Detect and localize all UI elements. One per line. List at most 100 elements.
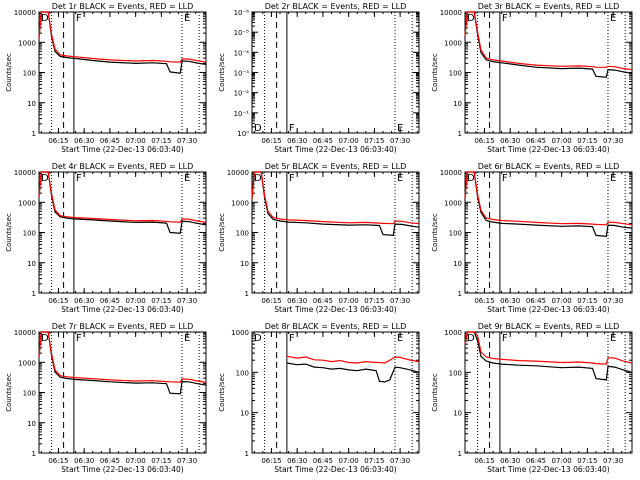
y-tick-label: 1 — [32, 130, 36, 138]
x-tick-label: 07:15 — [577, 457, 597, 465]
x-tick-label: 07:30 — [603, 297, 623, 305]
x-tick-label: 07:00 — [552, 297, 572, 305]
y-tick-label: 1000 — [18, 359, 36, 367]
y-tick-label: 10⁻¹ — [234, 110, 250, 118]
y-tick-label: 1000 — [444, 39, 462, 47]
detector-panel-3: 1 10 100 1000 10000 06:15 06:30 06:45 07:00 07:15… — [431, 2, 633, 154]
x-tick-label: 06:30 — [74, 137, 94, 145]
segment-letter: D — [467, 333, 475, 344]
x-tick-label: 07:15 — [151, 137, 171, 145]
y-tick-label: 10 — [453, 100, 462, 108]
y-tick-label: 10000 — [227, 169, 249, 177]
x-tick-label: 06:15 — [261, 137, 281, 145]
y-tick-label: 10 — [27, 100, 36, 108]
x-axis-label: Start Time (22-Dec-13 06:03:40) — [487, 305, 609, 314]
segment-letter: E — [397, 173, 403, 184]
segment-letter: E — [397, 333, 403, 344]
x-tick-label: 07:30 — [603, 457, 623, 465]
x-tick-label: 07:00 — [339, 457, 359, 465]
x-tick-label: 06:30 — [74, 297, 94, 305]
x-tick-label: 07:15 — [151, 297, 171, 305]
x-tick-label: 07:00 — [339, 297, 359, 305]
x-tick-label: 07:15 — [577, 137, 597, 145]
x-tick-label: 06:45 — [313, 457, 333, 465]
y-axis-label: Counts/sec — [218, 373, 226, 412]
y-tick-label: 1 — [32, 450, 36, 458]
x-tick-label: 06:15 — [261, 457, 281, 465]
x-tick-label: 07:15 — [364, 297, 384, 305]
panel-title: Det 6r BLACK = Events, RED = LLD — [478, 162, 620, 171]
y-axis-label: Counts/sec — [218, 213, 226, 252]
segment-letter: F — [502, 13, 508, 24]
panel-title: Det 3r BLACK = Events, RED = LLD — [478, 2, 620, 11]
series-line-lld — [464, 331, 633, 365]
x-tick-label: 07:00 — [126, 137, 146, 145]
segment-letter: F — [289, 123, 295, 134]
y-tick-label: 10000 — [440, 169, 462, 177]
series-line-lld — [286, 355, 420, 364]
x-tick-label: 06:15 — [474, 137, 494, 145]
segment-letter: F — [76, 13, 82, 24]
x-axis-label: Start Time (22-Dec-13 06:03:40) — [61, 145, 183, 154]
y-tick-label: 100 — [23, 70, 36, 78]
y-axis-label: Counts/sec — [5, 53, 13, 92]
x-tick-label: 07:15 — [151, 457, 171, 465]
x-axis-label: Start Time (22-Dec-13 06:03:40) — [274, 305, 396, 314]
detector-panel-4: 1 10 100 1000 10000 06:15 06:30 06:45 07:00 07:15… — [5, 162, 207, 314]
x-tick-label: 06:45 — [100, 137, 120, 145]
segment-letter: E — [184, 13, 190, 24]
x-axis-label: Start Time (22-Dec-13 06:03:40) — [61, 305, 183, 314]
y-tick-label: 10⁻² — [234, 90, 250, 98]
y-tick-label: 1000 — [444, 329, 462, 337]
series-line-lld — [38, 331, 207, 383]
y-tick-label: 10⁻⁶ — [234, 9, 250, 17]
y-tick-label: 1 — [458, 290, 462, 298]
x-tick-label: 06:15 — [474, 457, 494, 465]
segment-letter: E — [184, 333, 190, 344]
x-tick-label: 06:15 — [48, 457, 68, 465]
segment-letter: E — [610, 173, 616, 184]
x-tick-label: 07:00 — [126, 457, 146, 465]
y-tick-label: 10⁻⁴ — [234, 49, 250, 57]
y-tick-label: 100 — [236, 230, 249, 238]
y-tick-label: 100 — [236, 369, 249, 377]
segment-letter: E — [610, 333, 616, 344]
y-tick-label: 1000 — [231, 329, 249, 337]
panel-title: Det 1r BLACK = Events, RED = LLD — [52, 2, 194, 11]
detector-panel-2: 10⁰ 10⁻¹ 10⁻² 10⁻³ 10⁻⁴ 10⁻⁵ 10⁻⁶ 06:15 06:30 06:… — [218, 2, 420, 154]
segment-letter: F — [76, 333, 82, 344]
x-tick-label: 07:15 — [577, 297, 597, 305]
x-tick-label: 06:30 — [287, 457, 307, 465]
panel-title: Det 7r BLACK = Events, RED = LLD — [52, 322, 194, 331]
x-axis-label: Start Time (22-Dec-13 06:03:40) — [274, 145, 396, 154]
segment-letter: D — [467, 13, 475, 24]
y-axis-label: Counts/sec — [431, 53, 439, 92]
panel-title: Det 2r BLACK = Events, RED = LLD — [265, 2, 407, 11]
x-tick-label: 07:00 — [126, 297, 146, 305]
y-tick-label: 1 — [458, 450, 462, 458]
y-tick-label: 10000 — [14, 9, 36, 17]
y-tick-label: 100 — [23, 390, 36, 398]
y-tick-label: 1 — [245, 290, 249, 298]
y-tick-label: 10 — [27, 260, 36, 268]
x-tick-label: 06:15 — [48, 137, 68, 145]
x-tick-label: 07:30 — [177, 137, 197, 145]
x-tick-label: 06:30 — [500, 457, 520, 465]
panel-title: Det 9r BLACK = Events, RED = LLD — [478, 322, 620, 331]
detector-panel-6: 1 10 100 1000 10000 06:15 06:30 06:45 07:00 07:15… — [431, 162, 633, 314]
segment-letter: D — [254, 173, 262, 184]
y-tick-label: 10 — [453, 410, 462, 418]
y-tick-label: 100 — [23, 230, 36, 238]
x-tick-label: 06:45 — [526, 137, 546, 145]
segment-letter: F — [76, 173, 82, 184]
y-tick-label: 1000 — [18, 39, 36, 47]
x-tick-label: 07:30 — [603, 137, 623, 145]
x-tick-label: 06:30 — [287, 297, 307, 305]
x-tick-label: 06:30 — [500, 137, 520, 145]
y-tick-label: 10 — [453, 260, 462, 268]
y-tick-label: 10 — [27, 420, 36, 428]
x-tick-label: 06:45 — [313, 297, 333, 305]
detector-panel-9: 1 10 100 1000 06:15 06:30 06:45 07:00 07:15 07:30… — [431, 322, 633, 474]
segment-letter: F — [289, 333, 295, 344]
x-tick-label: 06:45 — [526, 297, 546, 305]
